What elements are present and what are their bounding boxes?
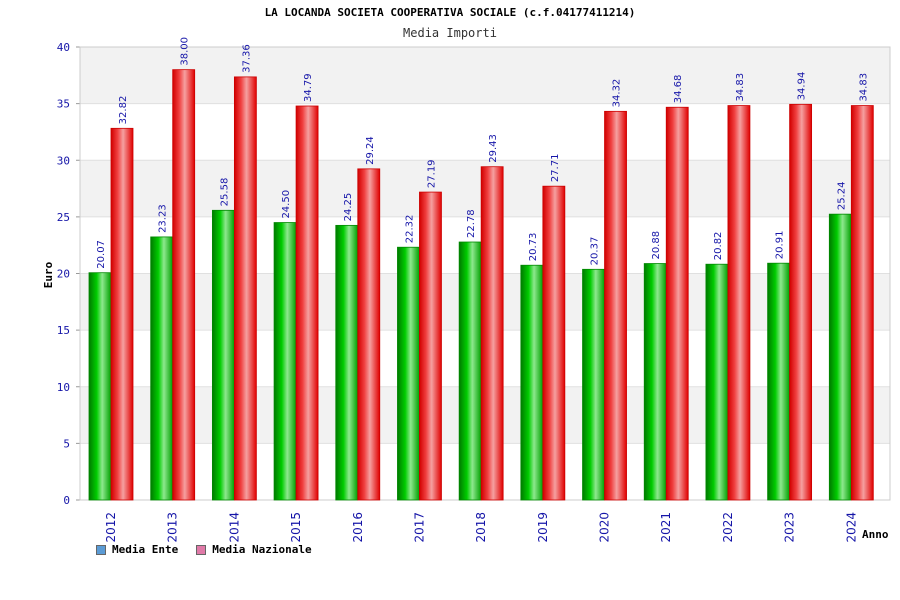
legend-label-nazionale: Media Nazionale [212,543,312,556]
data-label: 25.24 [836,182,847,211]
y-tick-label: 25 [57,211,70,224]
data-label: 20.91 [775,231,786,260]
bar-media-ente [520,264,544,501]
y-tick-label: 20 [57,268,70,281]
data-label: 22.78 [466,209,477,238]
bar-media-ente [767,262,791,501]
data-label: 23.23 [158,204,169,233]
legend-item-nazionale: Media Nazionale [196,543,312,556]
data-label: 24.25 [343,193,354,222]
x-tick-label: 2020 [598,512,612,543]
bar-media-ente [273,222,297,501]
bar-media-nazionale [789,103,813,501]
x-tick-label: 2013 [166,512,180,543]
x-tick-label: 2018 [474,512,488,543]
y-tick-label: 30 [57,154,70,167]
x-tick-label: 2019 [536,512,550,543]
data-label: 34.32 [612,79,623,108]
data-label: 32.82 [118,96,129,125]
data-label: 27.19 [426,159,437,188]
data-label: 34.94 [797,72,808,101]
data-label: 25.58 [219,178,230,207]
data-label: 20.88 [651,231,662,260]
y-axis-label: Euro [42,261,55,288]
bar-media-nazionale [604,110,627,501]
grid-band [80,103,890,161]
bar-media-nazionale [542,185,566,501]
bar-media-nazionale [172,69,196,501]
bar-media-ente [88,272,112,501]
data-label: 34.79 [303,73,314,102]
legend-label-ente: Media Ente [112,543,179,556]
bar-media-ente [397,246,420,501]
data-label: 29.24 [365,136,376,165]
x-axis-label: Anno [862,528,889,541]
bar-media-ente [643,263,667,501]
bar-media-nazionale [233,76,257,501]
legend: Media Ente Media Nazionale [96,543,312,556]
data-label: 34.83 [858,73,869,102]
data-label: 38.00 [180,37,191,66]
data-label: 20.73 [528,233,539,262]
x-tick-label: 2012 [104,512,118,543]
x-tick-label: 2016 [351,512,365,543]
bar-media-nazionale [665,106,689,501]
legend-swatch-ente [96,544,106,555]
chart-subtitle: Media Importi [403,26,497,40]
bar-media-nazionale [357,168,381,501]
y-tick-label: 15 [57,324,70,337]
y-tick-label: 0 [63,494,70,507]
data-label: 34.68 [673,75,684,104]
bar-media-ente [828,213,852,501]
bar-media-ente [150,236,174,501]
x-tick-label: 2024 [844,512,858,543]
bar-media-ente [458,241,482,501]
bar-media-nazionale [295,105,319,501]
x-tick-label: 2022 [721,512,735,543]
x-tick-label: 2015 [289,512,303,543]
bar-media-nazionale [110,127,134,501]
bar-media-nazionale [850,105,874,501]
data-label: 29.43 [488,134,499,163]
bar-media-nazionale [480,166,504,501]
legend-swatch-nazionale [196,544,207,555]
data-label: 34.83 [735,73,746,102]
x-tick-label: 2021 [659,512,673,543]
bar-media-ente [582,268,605,501]
data-label: 37.36 [241,44,252,73]
y-tick-label: 10 [57,381,70,394]
grid-band [80,47,890,104]
x-tick-label: 2017 [412,512,426,543]
y-tick-label: 5 [63,437,70,450]
data-label: 20.82 [713,232,724,261]
legend-item-ente: Media Ente [96,543,178,556]
data-label: 20.37 [590,237,601,266]
data-label: 24.50 [281,190,292,219]
chart-title: LA LOCANDA SOCIETA COOPERATIVA SOCIALE (… [264,6,636,19]
y-tick-label: 35 [57,98,70,111]
bar-media-nazionale [727,105,751,501]
bar-media-nazionale [419,191,442,501]
data-label: 27.71 [550,154,561,183]
data-label: 22.32 [404,215,415,244]
x-tick-label: 2014 [227,512,241,543]
x-tick-label: 2023 [783,512,797,543]
bar-media-ente [211,209,235,501]
data-label: 20.07 [96,240,107,269]
bar-media-ente [705,263,729,501]
y-tick-label: 40 [57,41,70,54]
bar-media-ente [335,224,359,501]
